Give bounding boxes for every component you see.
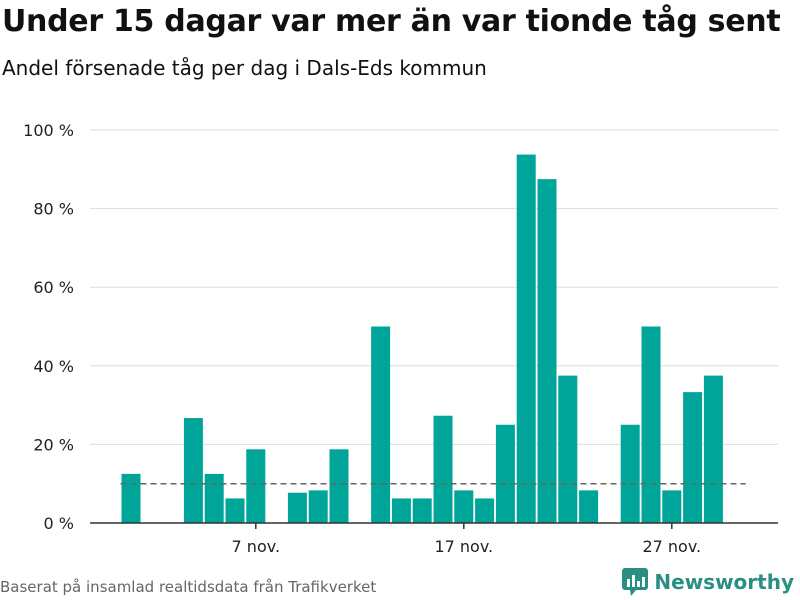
bar-chart-logo-icon bbox=[622, 568, 649, 596]
x-tick-label: 17 nov. bbox=[434, 537, 493, 556]
y-tick-label: 100 % bbox=[23, 121, 74, 140]
bar bbox=[495, 424, 515, 523]
bar bbox=[183, 418, 203, 523]
bar bbox=[537, 179, 557, 523]
chart-title: Under 15 dagar var mer än var tionde tåg… bbox=[2, 4, 781, 39]
chart-subtitle: Andel försenade tåg per dag i Dals-Eds k… bbox=[2, 56, 487, 80]
bar bbox=[454, 490, 474, 523]
bar bbox=[121, 473, 141, 523]
bar bbox=[225, 498, 245, 523]
brand-logo: Newsworthy bbox=[622, 568, 794, 596]
y-tick-label: 60 % bbox=[33, 278, 74, 297]
bar bbox=[641, 326, 661, 523]
bar bbox=[558, 375, 578, 523]
bar bbox=[620, 424, 640, 523]
bar bbox=[579, 490, 599, 523]
bar bbox=[391, 498, 411, 523]
bar bbox=[287, 492, 307, 523]
bar bbox=[433, 415, 453, 523]
bar bbox=[329, 449, 349, 523]
bar bbox=[371, 326, 391, 523]
bar bbox=[516, 154, 536, 523]
source-note: Baserat på insamlad realtidsdata från Tr… bbox=[0, 578, 377, 596]
x-tick-label: 7 nov. bbox=[232, 537, 281, 556]
bar bbox=[204, 473, 224, 523]
bar bbox=[683, 392, 703, 523]
y-tick-label: 40 % bbox=[33, 357, 74, 376]
y-tick-label: 20 % bbox=[33, 435, 74, 454]
y-tick-label: 0 % bbox=[44, 514, 74, 533]
x-tick-label: 27 nov. bbox=[642, 537, 701, 556]
y-tick-label: 80 % bbox=[33, 200, 74, 219]
bar bbox=[308, 490, 328, 523]
bar bbox=[246, 449, 266, 523]
bar bbox=[662, 490, 682, 523]
bar bbox=[703, 375, 723, 523]
brand-name: Newsworthy bbox=[654, 570, 794, 594]
bar bbox=[412, 498, 432, 523]
bar bbox=[475, 498, 495, 523]
